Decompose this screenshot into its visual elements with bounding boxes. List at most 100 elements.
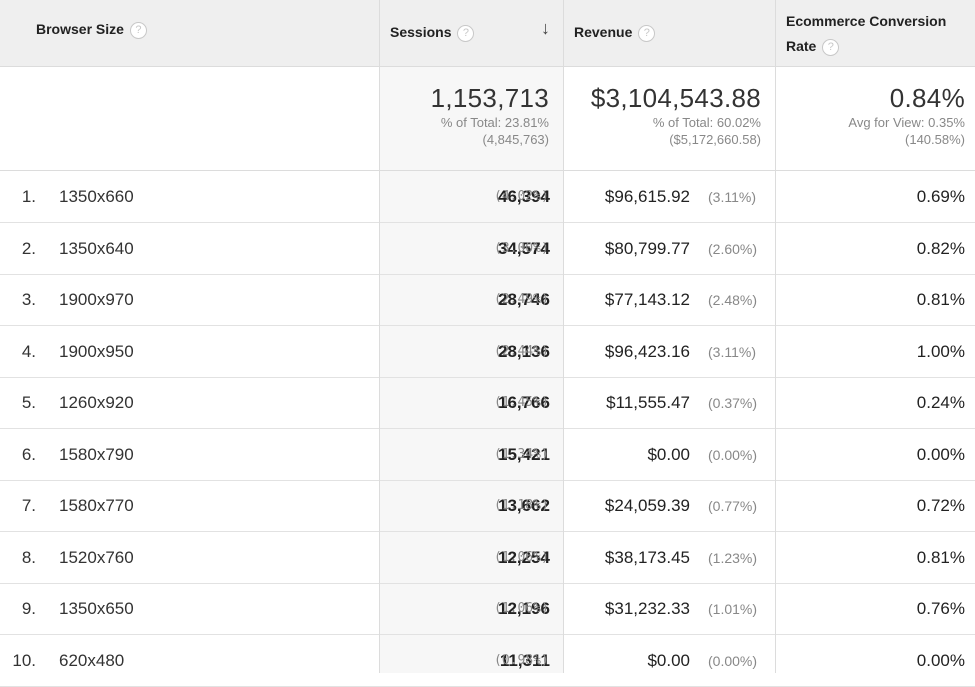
sessions-header[interactable]: Sessions? [390,24,475,42]
revenue-total-value: $3,104,543.88 [590,83,761,113]
conversion-total-label: Avg for View: 0.35% [848,115,965,130]
revenue-value: $96,423.16 [604,341,690,361]
revenue-header[interactable]: Revenue? [574,24,656,42]
help-icon[interactable]: ? [457,24,475,42]
sessions-value: 15,421 [498,444,550,464]
revenue-percent: (2.60%) [708,240,758,257]
conversion-rate-value: 0.81% [916,547,965,567]
revenue-value: $31,232.33 [604,599,690,618]
sessions-total-value: 1,153,713 [430,83,549,113]
row-index: 9. [21,599,36,618]
browser-size-link[interactable]: 620x480 [59,650,125,670]
sessions-percent: (1.06%) [494,601,549,616]
table-row[interactable]: 10. 620x480 11,311 (0.98%) $0.00 (0.00%) 0.00% [0,635,975,687]
table-row[interactable]: 3. 1900x970 28,746 (2.49%) $77,143.12 (2.48%)… [0,274,975,326]
sessions-column-highlight [380,0,564,673]
conversion-rate-value: 0.81% [916,290,965,309]
sessions-percent: (4.02%) [494,189,549,204]
revenue-percent: (0.00%) [708,446,758,463]
row-index: 6. [21,444,36,464]
sessions-value: 12,196 [498,599,550,618]
row-index: 10. [12,650,36,670]
sessions-percent: (1.06%) [494,549,549,565]
column-divider [775,0,776,673]
browser-size-link[interactable]: 1580x770 [59,496,134,515]
revenue-percent: (1.23%) [708,549,758,566]
conversion-rate-value: 0.82% [916,238,965,258]
help-icon[interactable]: ? [638,24,656,42]
sessions-value: 16,766 [498,393,550,412]
table-row[interactable]: 1. 1350x660 46,394 (4.02%) $96,615.92 (3.11%)… [0,171,975,223]
revenue-value: $24,059.39 [604,496,690,515]
conversion-rate-value: 0.76% [916,599,965,618]
table-row[interactable]: 4. 1900x950 28,136 (2.44%) $96,423.16 (3.11%)… [0,326,975,378]
conversion-header-line2: Rate [786,38,817,54]
sessions-total: 1,153,713 % of Total: 23.81% (4,845,763) [431,83,549,148]
row-index: 3. [21,290,36,309]
conversion-rate-value: 0.72% [916,496,965,515]
table-row[interactable]: 9. 1350x650 12,196 (1.06%) $31,232.33 (1.01%)… [0,583,975,635]
conversion-rate-header[interactable]: Ecommerce Conversion Rate? [786,9,946,59]
table-header: Browser Size? Sessions? ↓ Revenue? Ecomm… [0,0,975,67]
browser-size-link[interactable]: 1260x920 [59,393,134,412]
table-row[interactable]: 6. 1580x790 15,421 (1.34%) $0.00 (0.00%) 0.00% [0,429,975,481]
conversion-total-value: 0.84% [889,83,965,113]
revenue-percent: (0.00%) [708,652,758,669]
sort-descending-icon[interactable]: ↓ [541,18,550,38]
browser-size-link[interactable]: 1520x760 [59,547,134,567]
table-row[interactable]: 2. 1350x640 34,574 (3.00%) $80,799.77 (2.60%)… [0,223,975,275]
revenue-value: $0.00 [647,444,690,464]
help-icon[interactable]: ? [822,38,840,56]
sessions-percent: (1.18%) [494,498,549,513]
row-index: 5. [21,393,36,412]
revenue-percent: (1.01%) [708,601,758,617]
help-icon[interactable]: ? [129,21,147,39]
sessions-percent: (2.49%) [494,292,549,307]
row-index: 8. [21,547,36,567]
table-row[interactable]: 7. 1580x770 13,662 (1.18%) $24,059.39 (0.77%)… [0,480,975,532]
table-row[interactable]: 8. 1520x760 12,254 (1.06%) $38,173.45 (1.23%)… [0,532,975,584]
sessions-header-label: Sessions [390,24,452,40]
sessions-value: 28,136 [498,341,550,361]
revenue-total-sub: ($5,172,660.58) [669,132,761,147]
browser-size-link[interactable]: 1350x650 [59,599,134,618]
conversion-rate-value: 1.00% [916,341,965,361]
conversion-header-line1: Ecommerce Conversion [786,13,947,29]
conversion-rate-value: 0.24% [916,393,965,412]
sessions-percent: (2.44%) [494,343,549,359]
sessions-percent: (1.45%) [494,395,549,410]
revenue-value: $80,799.77 [604,238,690,258]
browser-size-link[interactable]: 1580x790 [59,444,134,464]
conversion-rate-value: 0.00% [916,444,965,464]
revenue-value: $96,615.92 [604,187,690,206]
sessions-value: 34,574 [498,238,550,258]
sessions-value: 11,311 [499,650,550,670]
revenue-header-label: Revenue [574,24,633,40]
browser-size-link[interactable]: 1350x640 [59,238,134,258]
sessions-percent: (0.98%) [494,652,549,668]
sessions-value: 13,662 [498,496,550,515]
browser-size-header[interactable]: Browser Size? [36,21,147,39]
column-divider [563,0,564,673]
browser-size-link[interactable]: 1350x660 [59,187,134,206]
revenue-percent: (2.48%) [708,292,758,308]
sessions-value: 28,746 [498,290,550,309]
sessions-total-label: % of Total: 23.81% [440,115,549,130]
revenue-value: $0.00 [647,650,690,670]
revenue-percent: (3.11%) [708,343,756,360]
conversion-total-sub: (140.58%) [905,132,965,147]
revenue-total: $3,104,543.88 % of Total: 60.02% ($5,172… [591,83,761,148]
revenue-percent: (0.37%) [708,395,758,411]
revenue-value: $77,143.12 [604,290,690,309]
row-index: 1. [21,187,36,206]
row-index: 2. [21,238,36,258]
table-row[interactable]: 5. 1260x920 16,766 (1.45%) $11,555.47 (0.37%)… [0,377,975,429]
browser-size-link[interactable]: 1900x950 [59,341,134,361]
sessions-total-sub: (4,845,763) [482,132,550,147]
conversion-total: 0.84% Avg for View: 0.35% (140.58%) [848,83,965,148]
browser-size-link[interactable]: 1900x970 [59,290,134,309]
row-index: 4. [21,341,36,361]
revenue-total-label: % of Total: 60.02% [652,115,761,130]
sessions-value: 12,254 [498,547,550,567]
